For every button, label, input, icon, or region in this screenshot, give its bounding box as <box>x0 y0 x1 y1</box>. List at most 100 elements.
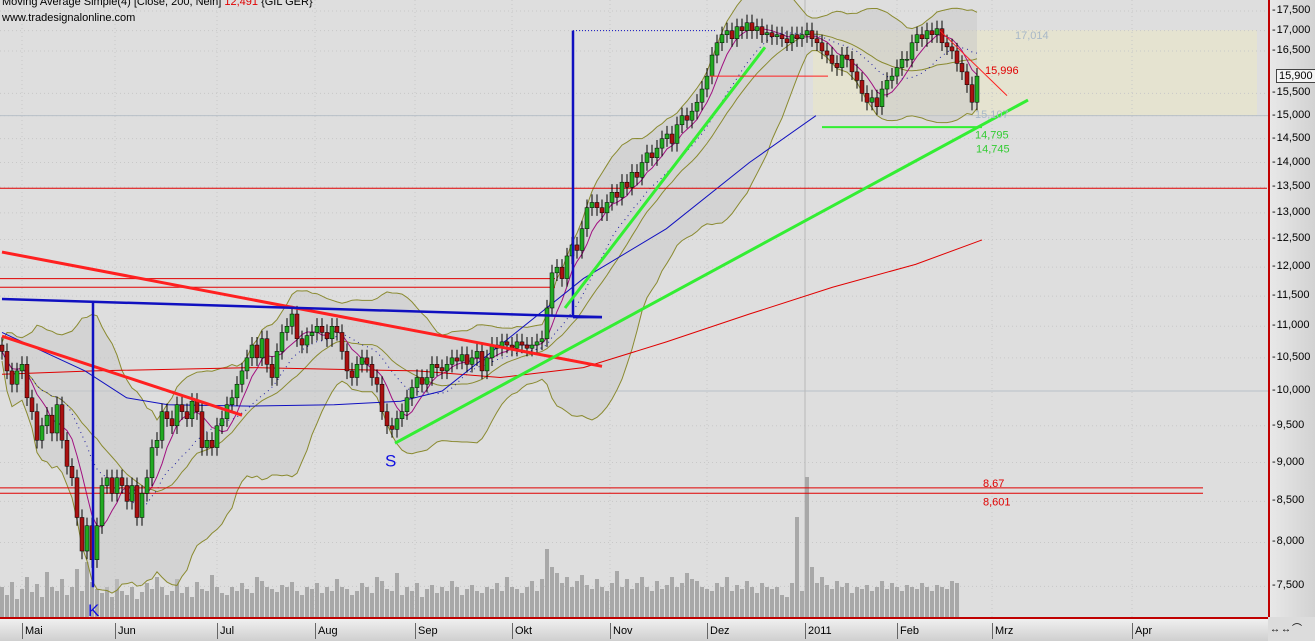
source-label: www.tradesignalonline.com <box>2 12 136 24</box>
candle <box>124 477 130 510</box>
candle <box>9 362 15 393</box>
candle-body <box>324 332 330 339</box>
candle <box>964 63 970 93</box>
candle <box>624 174 630 196</box>
candle <box>254 336 260 367</box>
candle-body <box>64 440 70 467</box>
level-label: 8,67 <box>983 478 1004 490</box>
axis-toolbar[interactable]: ↔↔⌒ <box>1270 620 1303 635</box>
candle <box>399 403 405 427</box>
candle <box>259 330 265 367</box>
volume-bar <box>630 589 634 617</box>
candle <box>59 396 65 449</box>
volume-bar <box>720 587 724 617</box>
x-tick-label: Aug <box>315 623 338 639</box>
volume-bar <box>60 579 64 617</box>
volume-bar <box>415 583 419 617</box>
candle-body <box>699 88 705 103</box>
candle-body <box>174 404 180 427</box>
candle-body <box>379 383 385 412</box>
candle <box>444 356 450 380</box>
x-tick-label: Jul <box>217 623 234 639</box>
volume-bar <box>20 589 24 617</box>
volume-bar <box>215 587 219 617</box>
candle-body <box>879 88 885 107</box>
y-tick-label: 7,500 <box>1272 579 1305 591</box>
volume-bar <box>955 583 959 617</box>
candle-body <box>599 207 605 214</box>
volume-bar <box>920 583 924 617</box>
volume-bar <box>660 589 664 617</box>
candle <box>49 407 55 442</box>
candle-body <box>94 525 100 560</box>
candle <box>959 55 965 81</box>
candle <box>819 34 825 60</box>
volume-bar <box>195 582 199 617</box>
volume-bar <box>310 589 314 617</box>
candle-body <box>449 357 455 365</box>
zone-label: 17,014 <box>1015 30 1049 42</box>
volume-bar <box>400 595 404 617</box>
candle <box>294 305 300 347</box>
candle <box>729 22 735 47</box>
candle-body <box>724 30 730 35</box>
candle-body <box>659 138 665 149</box>
price-axis[interactable]: 17,500 17,000 16,500 15,500 15,000 14,500 14,0… <box>1268 0 1315 617</box>
chart-canvas[interactable]: 17,014 8,67 8,601 15,996 15,107 14,795 14,745 K… <box>0 0 1268 620</box>
volume-bar <box>290 582 294 617</box>
candle-body <box>869 97 875 103</box>
x-tick-label: Feb <box>897 623 919 639</box>
candle-body <box>624 181 630 188</box>
candle-body <box>9 370 15 385</box>
volume-bar <box>260 581 264 617</box>
candle <box>544 299 550 347</box>
volume-bar <box>845 583 849 617</box>
candle-body <box>909 42 915 60</box>
candle <box>854 63 860 89</box>
candle-body <box>214 425 220 448</box>
candle <box>249 336 255 367</box>
volume-bar <box>655 581 659 617</box>
volume-bar <box>10 582 14 617</box>
candle-body <box>924 30 930 39</box>
volume-bar <box>510 587 514 617</box>
candle <box>209 432 215 456</box>
volume-bar <box>170 591 174 617</box>
candle-body <box>34 411 40 441</box>
candle <box>134 477 140 526</box>
candle <box>419 369 425 393</box>
candle <box>319 318 325 341</box>
candle-body <box>739 26 745 31</box>
volume-bar <box>385 589 389 617</box>
candle <box>289 305 295 335</box>
last-price-marker: 15,900 <box>1276 69 1315 84</box>
y-tick-label: 17,500 <box>1272 4 1311 16</box>
volume-bar <box>370 593 374 617</box>
candle <box>44 407 50 435</box>
volume-bar <box>775 587 779 617</box>
candle-body <box>309 332 315 336</box>
volume-bar <box>365 587 369 617</box>
candle <box>534 333 540 354</box>
candle-body <box>424 377 430 385</box>
volume-bar <box>665 585 669 617</box>
candle-body <box>564 255 570 279</box>
candle-body <box>819 42 825 52</box>
candle <box>914 26 920 51</box>
volume-bar <box>165 595 169 617</box>
volume-bar <box>835 581 839 617</box>
scroll-fit-chart-style-icons[interactable]: ↔↔⌒ <box>1270 624 1303 635</box>
candle-body <box>684 115 690 121</box>
candle <box>384 403 390 435</box>
candle-body <box>444 364 450 372</box>
time-axis[interactable]: Mai Jun Jul Aug Sep Okt Nov Dez 2011 Feb Mrz Apr <box>0 617 1268 641</box>
volume-bar <box>590 589 594 617</box>
candle-body <box>124 485 130 502</box>
y-tick-label: 12,500 <box>1272 232 1311 244</box>
candle <box>434 356 440 376</box>
candle <box>614 184 620 206</box>
candle <box>159 403 165 449</box>
x-tick-label: Nov <box>610 623 633 639</box>
candle-body <box>314 326 320 333</box>
price-chart[interactable]: 17,014 8,67 8,601 15,996 15,107 14,795 14,745 K… <box>0 0 1268 620</box>
